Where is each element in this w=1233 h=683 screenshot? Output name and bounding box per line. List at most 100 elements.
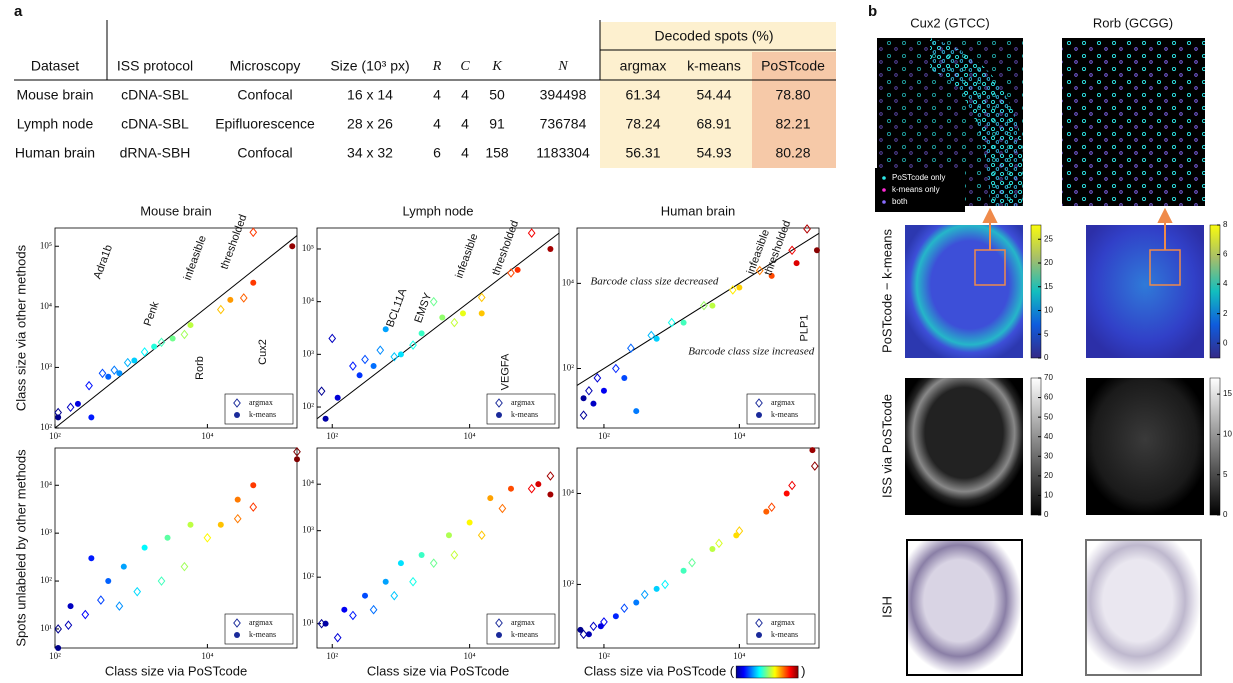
colorbar-tick-label: 2 (1223, 309, 1228, 318)
colorbar-tick-label: 25 (1044, 234, 1053, 243)
point (88, 414, 95, 421)
y-tick-label: 10⁵ (40, 240, 52, 250)
point (54, 624, 62, 634)
x-tick-label: 10² (49, 651, 61, 661)
y-axis-label: Spots unlabeled by other methods (13, 449, 28, 647)
x-tick-label: 10⁴ (201, 651, 213, 661)
point (585, 385, 593, 396)
legend-marker (495, 618, 503, 628)
point (74, 400, 81, 407)
point (546, 471, 555, 481)
colorbar-tick-label: 0 (1044, 353, 1049, 362)
legend-marker (756, 412, 762, 418)
point (250, 279, 257, 286)
legend-marker (496, 412, 502, 418)
image (905, 378, 1023, 515)
point (334, 394, 341, 401)
point (418, 551, 425, 558)
image (1086, 225, 1204, 358)
legend-label: k-means (249, 410, 276, 419)
diagonal-line (54, 235, 298, 429)
point (783, 490, 790, 497)
y-tick-label: 10⁵ (302, 243, 314, 253)
point (187, 521, 194, 528)
point (105, 578, 112, 585)
colorbar-tick-label: 70 (1044, 373, 1053, 382)
colorbar-tick-label: 15 (1044, 282, 1053, 291)
point (322, 415, 329, 422)
point (715, 538, 723, 549)
point (585, 631, 592, 638)
x-tick-label: 10² (598, 431, 610, 441)
table-cell: Mouse brain (16, 87, 93, 103)
panel-b (875, 38, 1205, 676)
table-cell: 4 (433, 116, 441, 132)
point (647, 330, 656, 341)
point (151, 343, 158, 350)
legend-marker (755, 398, 763, 408)
chart: Lymph node 10² 10⁴ 10² 10³ 10⁴ 10⁵ argmax k-mean… (302, 203, 560, 441)
table-cell: 61.34 (625, 87, 660, 103)
x-tick-label: 10⁴ (201, 431, 213, 441)
point (733, 532, 740, 539)
row-label: PoSTcode − k-means (879, 229, 894, 353)
y-tick-label: 10⁴ (562, 488, 574, 498)
table-cell: 54.44 (696, 87, 731, 103)
table-cell: 16 x 14 (347, 87, 393, 103)
colorbar-tick-label: 6 (1223, 250, 1228, 259)
diagonal-line (316, 232, 560, 420)
table-group-header: Decoded spots (%) (654, 28, 773, 44)
legend-marker (882, 176, 886, 180)
point (233, 513, 242, 524)
x-tick-label: 10⁴ (464, 651, 476, 661)
point (249, 227, 258, 238)
point (507, 268, 515, 278)
point (217, 521, 224, 528)
table-cell: Epifluorescence (215, 116, 315, 132)
legend-label: k-means only (892, 185, 940, 194)
y-tick-label: 10² (562, 363, 574, 373)
annotation: Barcode class size increased (688, 346, 814, 358)
x-tick-label: 10⁴ (464, 431, 476, 441)
point (429, 296, 438, 307)
table-cell: Human brain (15, 145, 95, 161)
point (317, 386, 326, 396)
legend-marker (882, 200, 886, 204)
annotation: VEGFA (500, 353, 512, 390)
legend-label: argmax (771, 398, 795, 407)
point (133, 586, 142, 597)
point (85, 380, 93, 391)
point (234, 496, 241, 503)
colorbar-tick-label: 15 (1223, 389, 1232, 398)
point (67, 603, 74, 610)
point (755, 265, 764, 276)
point (593, 373, 602, 383)
point (653, 585, 660, 592)
colorbar (735, 665, 799, 679)
legend-label: k-means (771, 630, 798, 639)
colorbar (1209, 224, 1221, 359)
x-tick-label: 10⁴ (733, 431, 745, 441)
colorbar-tick-label: 10 (1223, 430, 1232, 439)
legend-marker (882, 188, 886, 192)
table-cell: Confocal (237, 145, 292, 161)
x-tick-label: 10² (49, 431, 61, 441)
point (239, 293, 248, 303)
annotation: Barcode class size decreased (591, 276, 719, 288)
y-tick-label: 10² (40, 575, 52, 585)
table-cell: 1183304 (536, 145, 590, 161)
colorbar (1209, 377, 1221, 516)
table-cell: 56.31 (625, 145, 660, 161)
colorbar-tick-label: 0 (1223, 338, 1228, 347)
point (709, 546, 716, 553)
annotation: PLP1 (798, 315, 810, 342)
panel-label: a (14, 3, 23, 20)
point (597, 623, 604, 630)
point (376, 345, 385, 355)
legend-label: argmax (249, 618, 273, 627)
table-cell: 78.80 (775, 87, 810, 103)
x-tick-label: 10⁴ (733, 651, 745, 661)
point (728, 285, 737, 295)
y-tick-label: 10² (302, 401, 314, 411)
point (809, 447, 816, 454)
